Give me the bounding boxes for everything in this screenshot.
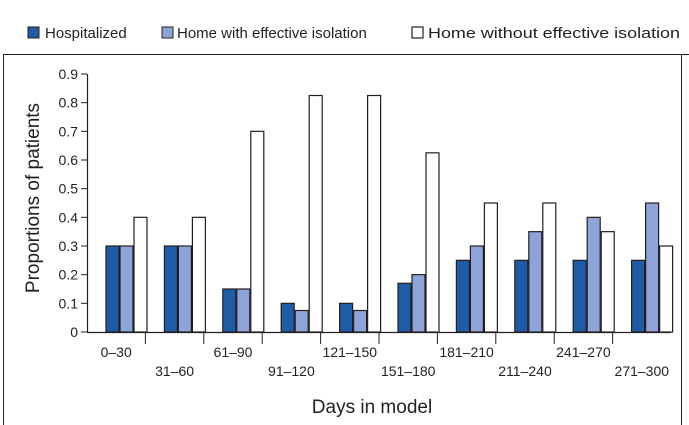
x-tick-label: 121–150 <box>323 344 378 360</box>
bar-series-2 <box>178 246 191 332</box>
bar-series-1 <box>223 289 236 332</box>
legend-swatch-hospitalized <box>28 27 39 38</box>
x-tick-label: 241–270 <box>556 344 611 360</box>
bar-series-1 <box>398 283 411 332</box>
y-tick-label: 0.9 <box>59 66 79 82</box>
bar-series-1 <box>632 260 645 332</box>
bar-series-2 <box>237 289 250 332</box>
y-tick-label: 0.1 <box>59 295 79 311</box>
plot-area: 0 0.1 0.2 0.3 0.4 0.5 0.6 0.7 0.8 0.9 0–30 31–60 61–… <box>59 66 673 379</box>
x-tick-label: 151–180 <box>381 363 436 379</box>
y-tick-label: 0.6 <box>59 152 79 168</box>
legend-swatch-home-with-isolation <box>162 27 173 38</box>
x-tick-label: 31–60 <box>155 363 194 379</box>
y-axis-label: Proportions of patients <box>23 103 44 293</box>
legend-label-home-with-isolation: Home with effective isolation <box>177 25 367 42</box>
x-tick-label: 91–120 <box>268 363 315 379</box>
x-tick-label: 271–300 <box>615 363 670 379</box>
bar-series-1 <box>281 303 294 332</box>
bar-series-3 <box>426 153 439 332</box>
y-tick-label: 0.4 <box>59 209 79 225</box>
legend-label-home-without-isolation: Home without effective isolation <box>428 25 680 42</box>
bar-series-2 <box>529 232 542 332</box>
y-tick-label: 0.2 <box>59 267 79 283</box>
bar-series-2 <box>646 203 659 332</box>
bar-series-1 <box>106 246 119 332</box>
bar-series-3 <box>192 217 205 332</box>
bar-series-1 <box>340 303 353 332</box>
x-tick-label: 0–30 <box>101 344 132 360</box>
bar-series-3 <box>368 96 381 333</box>
bar-series-3 <box>543 203 556 332</box>
bar-series-1 <box>456 260 469 332</box>
bar-series-1 <box>573 260 586 332</box>
bar-series-3 <box>251 131 264 332</box>
legend-item-home-without-isolation: Home without effective isolation <box>412 25 680 42</box>
y-tick-label: 0.5 <box>59 181 79 197</box>
bar-series-2 <box>295 311 308 333</box>
bar-series-3 <box>134 217 147 332</box>
legend-item-home-with-isolation: Home with effective isolation <box>162 25 367 42</box>
y-tick-label: 0.7 <box>59 123 79 139</box>
x-axis-label: Days in model <box>312 397 432 418</box>
bar-series-3 <box>484 203 497 332</box>
x-tick-label: 181–210 <box>439 344 494 360</box>
bar-series-3 <box>309 96 322 333</box>
legend-item-hospitalized: Hospitalized <box>28 25 127 42</box>
bar-series-1 <box>164 246 177 332</box>
bar-series-3 <box>601 232 614 332</box>
bar-series-2 <box>354 311 367 333</box>
y-tick-label: 0.8 <box>59 95 79 111</box>
bar-series-1 <box>515 260 528 332</box>
bar-series-2 <box>470 246 483 332</box>
bar-series-2 <box>412 275 425 332</box>
y-tick-label: 0 <box>70 324 78 340</box>
legend: Hospitalized Home with effective isolati… <box>28 25 680 42</box>
bar-series-3 <box>660 246 673 332</box>
legend-swatch-home-without-isolation <box>412 27 423 38</box>
x-tick-label: 211–240 <box>498 363 552 379</box>
legend-label-hospitalized: Hospitalized <box>45 25 127 42</box>
bar-series-2 <box>120 246 133 332</box>
bar-series-2 <box>587 217 600 332</box>
y-tick-label: 0.3 <box>59 238 79 254</box>
x-tick-label: 61–90 <box>214 344 253 360</box>
